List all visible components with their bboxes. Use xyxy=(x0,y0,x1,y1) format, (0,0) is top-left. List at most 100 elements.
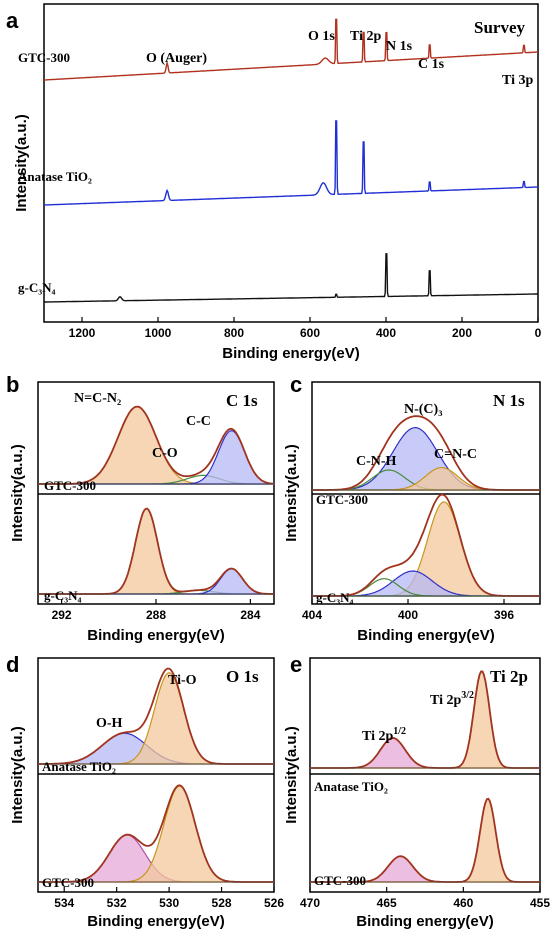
xtick-label: 526 xyxy=(264,896,284,910)
xtick-label: 455 xyxy=(530,896,550,910)
fit-peak xyxy=(38,672,274,765)
peak-label-o-auger: O (Auger) xyxy=(146,51,207,66)
xtick-label: 470 xyxy=(300,896,320,910)
series-anatase-survey xyxy=(44,120,538,206)
panel-e-title: Ti 2p xyxy=(490,667,528,686)
panel-b-label-top: GTC-300 xyxy=(44,478,96,493)
panel-a-ylabel: Intensity(a.u.) xyxy=(13,114,30,212)
xtick-label: 0 xyxy=(535,326,542,340)
peak-label-ti2p12: Ti 2p1/2 xyxy=(362,726,406,744)
peak-label-ti2p32-sup: 3/2 xyxy=(461,690,474,701)
peak-label-c1s: C 1s xyxy=(418,57,445,72)
panel-d-gtc-300 xyxy=(38,784,274,883)
svg-text:Ti 2p1/2: Ti 2p1/2 xyxy=(362,726,406,744)
xtick-label: 800 xyxy=(224,326,244,340)
panel-e: e Ti 2p Intensity(a.u.) Binding energy(e… xyxy=(283,652,550,930)
panel-e-gtc-300 xyxy=(310,797,540,883)
xtick-label: 292 xyxy=(52,608,72,622)
xtick-label: 460 xyxy=(453,896,473,910)
panel-letter-a: a xyxy=(6,8,19,33)
panel-d-frame xyxy=(37,657,275,893)
xtick-label: 400 xyxy=(376,326,396,340)
peak-label-tio: Ti-O xyxy=(168,673,197,688)
peak-label-ncn2: N=C-N₂ xyxy=(74,391,121,406)
envelope-line xyxy=(310,797,540,883)
panel-e-label-top: Anatase TiO₂ xyxy=(314,779,388,794)
panel-b-xticks: 292 288 284 xyxy=(52,599,261,622)
panel-letter-b: b xyxy=(6,372,19,397)
peak-label-co: C-O xyxy=(152,446,178,461)
panel-c-ylabel: Intensity(a.u.) xyxy=(283,444,300,542)
svg-text:Ti 2p3/2: Ti 2p3/2 xyxy=(430,690,474,708)
panel-c: c N 1s Intensity(a.u.) Binding energy(eV… xyxy=(283,372,541,644)
panel-d-label-top: Anatase TiO₂ xyxy=(42,759,116,774)
peak-label-ti2p32: Ti 2p3/2 xyxy=(430,690,474,708)
peak-label-nc3: N-(C)₃ xyxy=(404,402,442,417)
panel-e-anatase xyxy=(310,670,540,769)
xtick-label: 1000 xyxy=(145,326,172,340)
xtick-label: 465 xyxy=(377,896,397,910)
xtick-label: 530 xyxy=(159,896,179,910)
panel-b-title: C 1s xyxy=(226,391,258,410)
fit-peak xyxy=(38,785,274,883)
xtick-label: 534 xyxy=(54,896,74,910)
peak-label-ti2p12-text: Ti 2p xyxy=(362,729,393,744)
panel-e-label-bottom: GTC-300 xyxy=(314,873,366,888)
xtick-label: 284 xyxy=(240,608,260,622)
xtick-label: 288 xyxy=(146,608,166,622)
panel-e-xticks: 470 465 460 455 xyxy=(300,887,550,910)
panel-a-title: Survey xyxy=(474,18,526,37)
panel-a-xlabel: Binding energy(eV) xyxy=(222,345,360,362)
peak-label-ti2p32-text: Ti 2p xyxy=(430,693,461,708)
panel-b: b C 1s Intensity(a.u.) Binding energy(eV… xyxy=(6,372,275,644)
peak-label-cc: C-C xyxy=(186,414,211,429)
peak-label-cnh: C-N-H xyxy=(356,454,397,469)
panel-c-gc3n4 xyxy=(312,493,540,597)
panel-c-gtc-300 xyxy=(312,415,540,491)
xtick-label: 528 xyxy=(212,896,232,910)
panel-d-xlabel: Binding energy(eV) xyxy=(87,913,225,930)
panel-b-gc3n4 xyxy=(38,507,274,595)
panel-letter-d: d xyxy=(6,652,19,677)
panel-c-frame xyxy=(311,381,541,605)
fit-peak xyxy=(310,797,540,883)
panel-a-xticks: 1200 1000 800 600 400 200 0 xyxy=(69,317,542,340)
fit-peak xyxy=(310,737,540,769)
series-label-gc3n4: g-C₃N₄ xyxy=(18,280,56,295)
peak-label-ti2p12-sup: 1/2 xyxy=(393,726,406,737)
panel-b-gtc-300 xyxy=(38,405,275,485)
series-label-anatase: Anatase TiO₂ xyxy=(18,169,92,184)
panel-d: d O 1s Intensity(a.u.) Binding energy(eV… xyxy=(6,652,284,930)
panel-d-anatase xyxy=(38,667,274,765)
panel-e-frame xyxy=(309,657,541,893)
peak-label-ti2p: Ti 2p xyxy=(350,29,381,44)
xtick-label: 404 xyxy=(302,608,322,622)
panel-letter-e: e xyxy=(290,652,302,677)
panel-e-xlabel: Binding energy(eV) xyxy=(356,913,494,930)
series-gc3n4-survey xyxy=(44,253,538,303)
series-gtc-300-survey xyxy=(44,18,538,81)
panel-d-label-bottom: GTC-300 xyxy=(42,875,94,890)
panel-a: a Survey Intensity(a.u.) Binding energy(… xyxy=(6,3,542,362)
panel-c-xticks: 404 400 396 xyxy=(302,599,514,622)
panel-c-label-top: GTC-300 xyxy=(316,492,368,507)
panel-b-xlabel: Binding energy(eV) xyxy=(87,627,225,644)
peak-label-oh: O-H xyxy=(96,716,123,731)
peak-label-ti3p: Ti 3p xyxy=(502,73,533,88)
panel-c-label-bottom: g-C₃N₄ xyxy=(316,590,354,605)
panel-letter-c: c xyxy=(290,372,302,397)
series-label-gtc-300: GTC-300 xyxy=(18,50,70,65)
peak-label-n1s: N 1s xyxy=(386,39,413,54)
panel-d-title: O 1s xyxy=(226,667,259,686)
peak-label-o1s: O 1s xyxy=(308,29,335,44)
panel-d-ylabel: Intensity(a.u.) xyxy=(9,726,26,824)
panel-e-ylabel: Intensity(a.u.) xyxy=(283,726,300,824)
panel-d-xticks: 534 532 530 528 526 xyxy=(54,887,284,910)
xtick-label: 600 xyxy=(300,326,320,340)
panel-c-title: N 1s xyxy=(493,391,525,410)
peak-label-cnc: C=N-C xyxy=(434,447,477,462)
panel-c-xlabel: Binding energy(eV) xyxy=(357,627,495,644)
panel-b-label-bottom: g-C₃N₄ xyxy=(44,588,82,603)
envelope-line xyxy=(38,405,275,485)
